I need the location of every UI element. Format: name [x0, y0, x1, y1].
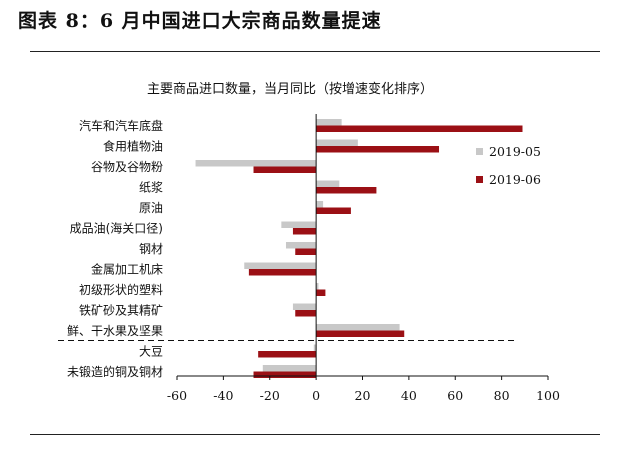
category-label-9: 铁矿砂及其精矿	[79, 304, 163, 318]
bar-2019-05-0	[316, 119, 342, 126]
category-label-1: 食用植物油	[103, 139, 163, 154]
category-label-3: 纸浆	[139, 180, 163, 195]
bar-2019-05-10	[316, 324, 400, 331]
bar-2019-05-9	[292, 303, 317, 310]
bar-2019-06-2	[253, 166, 317, 173]
category-label-10: 鲜、干水果及坚果	[67, 324, 163, 338]
x-tick-label-6: 60	[447, 388, 463, 403]
legend-label-2019-05: 2019-05	[489, 144, 541, 159]
category-label-6: 钢材	[139, 242, 163, 256]
bar-2019-06-11	[258, 351, 317, 358]
x-tick-label-8: 100	[536, 388, 560, 403]
bar-2019-06-3	[316, 187, 377, 194]
x-tick-label-0: -60	[167, 388, 187, 403]
bar-2019-06-4	[316, 207, 351, 214]
bar-2019-05-2	[195, 160, 317, 167]
top-rule	[30, 51, 600, 52]
x-tick-label-3: 0	[312, 388, 320, 403]
legend-label-2019-06: 2019-06	[489, 172, 541, 187]
x-axis: -60 -40 -20 0 20 40 60 80 100	[58, 114, 560, 403]
x-tick-label-4: 20	[355, 388, 371, 403]
x-tick-label-1: -40	[213, 388, 233, 403]
bar-2019-05-7	[244, 262, 317, 269]
figure-title: 图表 8：6 月中国进口大宗商品数量提速	[18, 10, 382, 32]
bar-2019-06-5	[292, 228, 317, 235]
bar-2019-06-12	[253, 371, 317, 378]
bar-2019-05-1	[316, 139, 358, 146]
bar-2019-06-8	[316, 289, 326, 296]
category-label-7: 金属加工机床	[91, 262, 163, 277]
bar-2019-05-11	[313, 344, 317, 351]
category-label-12: 未锻造的铜及铜材	[67, 364, 163, 379]
bar-2019-05-6	[285, 242, 317, 249]
legend-swatch-2019-05	[476, 148, 483, 155]
legend-swatch-2019-06	[476, 176, 483, 183]
bar-2019-06-9	[295, 310, 317, 317]
bar-2019-05-12	[262, 365, 317, 372]
bar-2019-05-3	[316, 180, 340, 187]
bar-2019-05-5	[281, 221, 317, 228]
x-tick-label-7: 80	[494, 388, 510, 403]
bar-2019-06-7	[248, 269, 317, 276]
bar-2019-06-1	[316, 146, 440, 153]
category-label-11: 大豆	[139, 345, 163, 359]
legend: 2019-05 2019-06	[476, 144, 541, 187]
category-label-5: 成品油(海关口径)	[70, 221, 163, 236]
bars-group	[195, 119, 523, 378]
bar-2019-06-0	[316, 125, 523, 132]
bar-2019-05-8	[316, 283, 319, 290]
bar-2019-06-10	[316, 330, 405, 337]
category-label-4: 原油	[139, 201, 163, 215]
bottom-rule	[30, 434, 600, 435]
bar-2019-06-6	[295, 248, 317, 255]
category-label-2: 谷物及谷物粉	[91, 160, 163, 174]
chart-title: 主要商品进口数量，当月同比（按增速变化排序）	[147, 81, 433, 97]
x-tick-label-2: -20	[260, 388, 280, 403]
bar-2019-05-4	[316, 201, 324, 208]
category-label-8: 初级形状的塑料	[79, 282, 163, 297]
category-label-0: 汽车和汽车底盘	[79, 118, 163, 133]
x-tick-label-5: 40	[401, 388, 417, 403]
